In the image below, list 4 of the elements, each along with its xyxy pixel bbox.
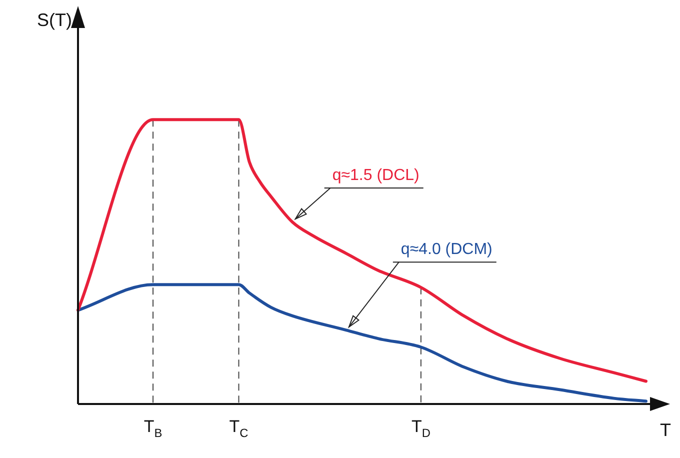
text: q≈4.0 (DCM) [400, 241, 492, 258]
text: q≈1.5 (DCL) [332, 167, 420, 184]
y-axis-title: S(T) [37, 10, 72, 30]
x-axis-title: T [660, 420, 671, 440]
